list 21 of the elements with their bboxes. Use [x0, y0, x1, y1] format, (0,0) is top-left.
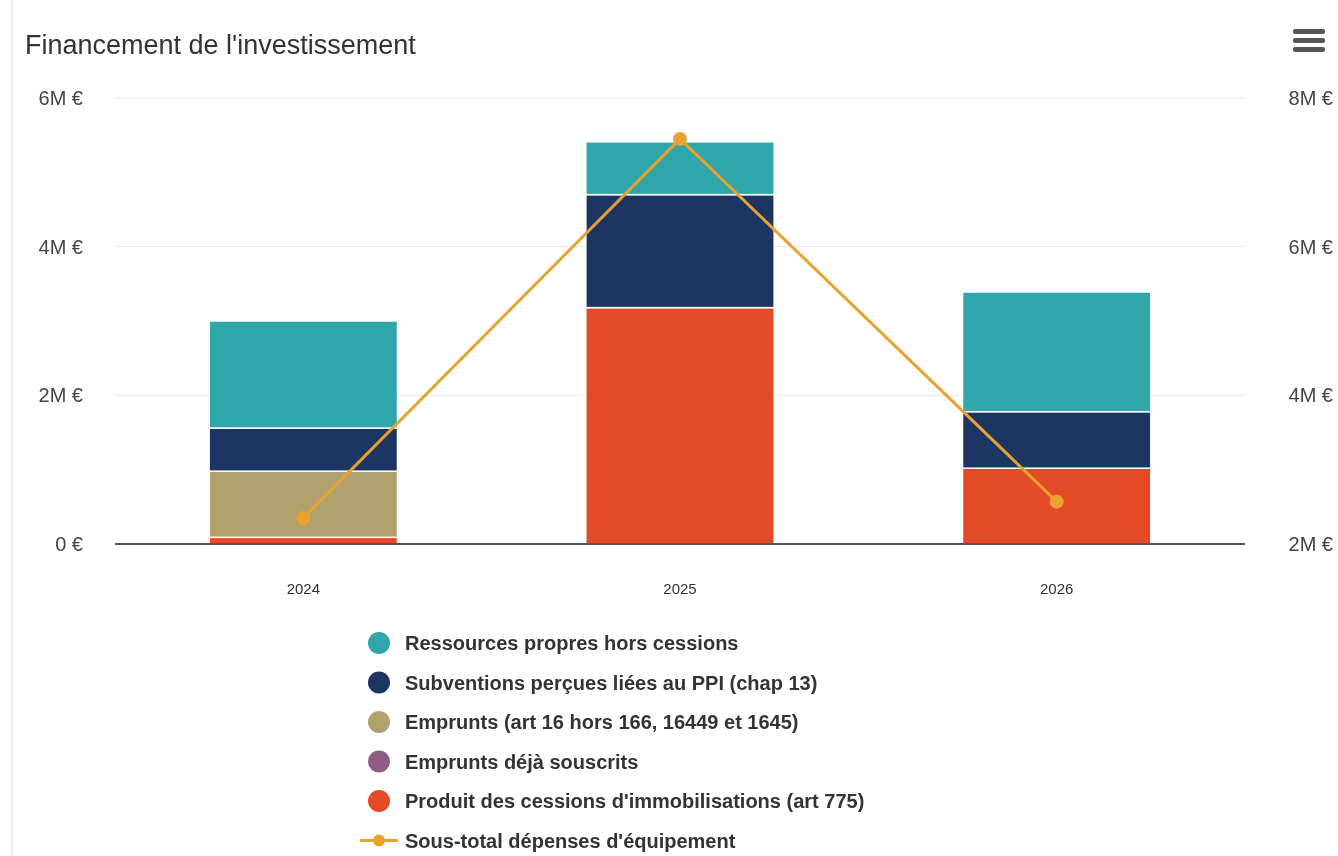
- y2-tick-label: 6M €: [1288, 235, 1333, 258]
- y2-tick-label: 2M €: [1288, 533, 1333, 555]
- chart-title: Financement de l'investissement: [25, 30, 417, 60]
- legend-label: Sous-total dépenses d'équipement: [405, 829, 736, 852]
- x-tick-label: 2025: [663, 580, 697, 597]
- point: [296, 510, 311, 525]
- point: [673, 131, 687, 146]
- legend-label: Produit des cessions d'immobilisations (art 775): [405, 790, 865, 812]
- legend-label: Emprunts déjà souscrits: [405, 750, 639, 773]
- point: [1049, 494, 1064, 509]
- y2-tick-label: 8M €: [1288, 87, 1333, 109]
- x-tick-label: 2024: [286, 580, 321, 597]
- legend-label: Ressources propres hors cessions: [405, 632, 739, 654]
- y-tick-label: 6M €: [38, 87, 83, 109]
- y-tick-label: 2M €: [38, 384, 83, 407]
- legend-label: Subventions perçues liées au PPI (chap 13): [405, 671, 818, 694]
- y2-tick-label: 4M €: [1288, 384, 1333, 407]
- legend-label: Emprunts (art 16 hors 166, 16449 et 1645): [405, 711, 799, 733]
- x-tick-label: 2026: [1039, 580, 1074, 597]
- y-tick-label: 4M €: [38, 235, 83, 258]
- y-tick-label: 0 €: [55, 533, 83, 555]
